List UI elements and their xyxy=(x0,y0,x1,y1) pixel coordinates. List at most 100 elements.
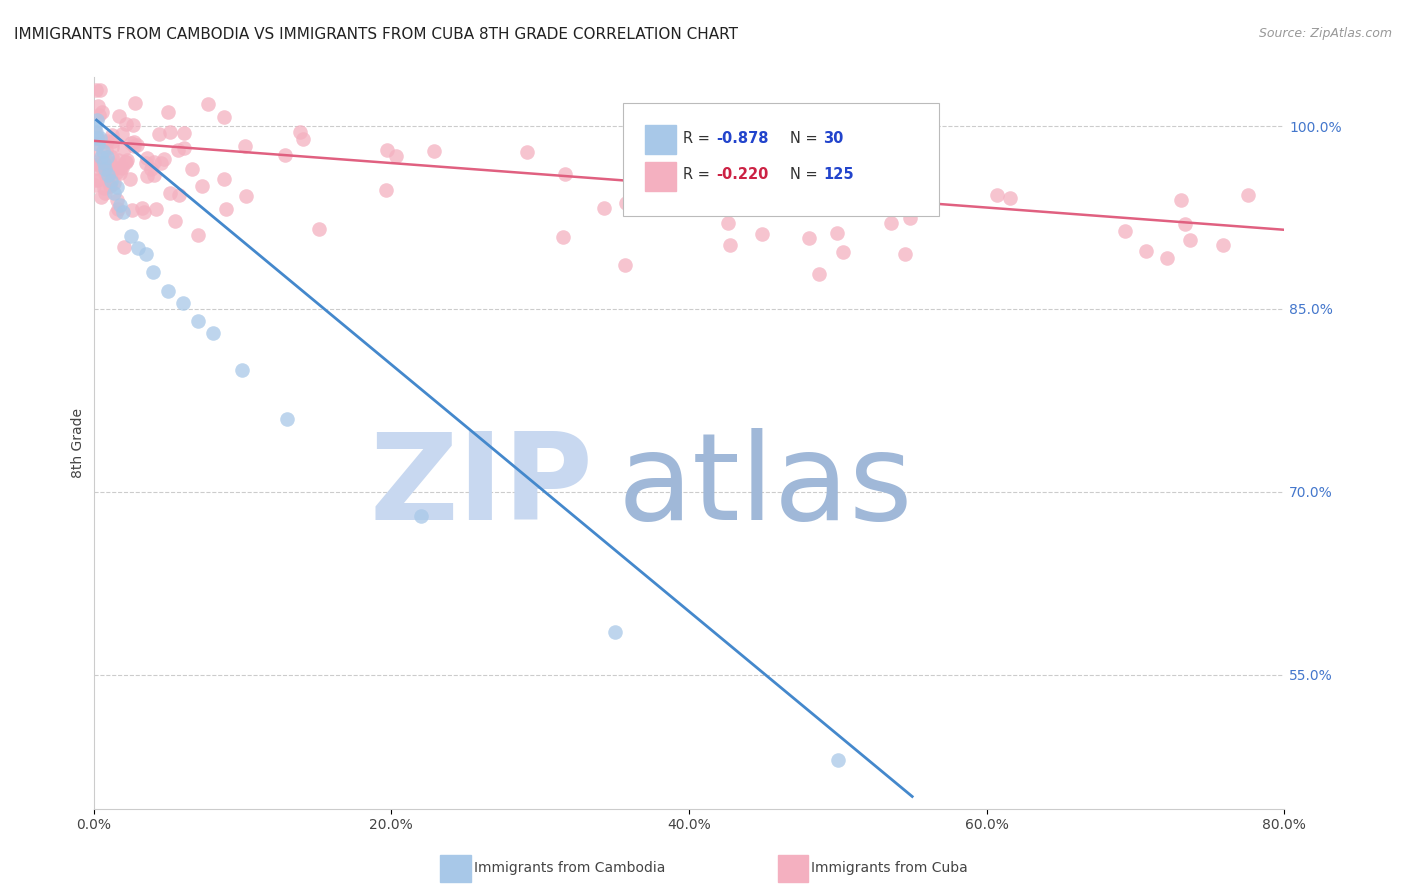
Point xyxy=(96,172,118,186)
Point xyxy=(551,230,574,244)
Point xyxy=(613,258,636,272)
Point xyxy=(98,178,121,193)
Text: -0.878: -0.878 xyxy=(716,130,769,145)
Point xyxy=(93,180,115,194)
Point xyxy=(718,238,741,252)
Point xyxy=(797,231,820,245)
Point xyxy=(385,149,408,163)
Point xyxy=(231,363,253,377)
Point xyxy=(90,104,112,119)
Point xyxy=(375,183,398,197)
Point xyxy=(100,174,122,188)
Point xyxy=(614,195,637,210)
Point xyxy=(114,117,136,131)
Point xyxy=(93,155,115,169)
Text: Immigrants from Cambodia: Immigrants from Cambodia xyxy=(474,861,665,875)
Point xyxy=(112,142,135,156)
Point xyxy=(84,125,107,139)
Point xyxy=(94,161,117,176)
Point xyxy=(274,148,297,162)
Point xyxy=(145,202,167,216)
Point xyxy=(97,168,120,182)
Point xyxy=(89,160,111,174)
Point xyxy=(127,138,149,153)
Text: 30: 30 xyxy=(824,130,844,145)
Point xyxy=(235,189,257,203)
Point xyxy=(165,214,187,228)
Point xyxy=(751,227,773,241)
Point xyxy=(880,216,903,230)
Point xyxy=(83,143,105,157)
Point xyxy=(105,194,128,208)
Text: Source: ZipAtlas.com: Source: ZipAtlas.com xyxy=(1258,27,1392,40)
Text: R =: R = xyxy=(683,130,714,145)
Point xyxy=(86,113,108,128)
Point xyxy=(86,131,108,145)
Point xyxy=(156,284,179,298)
Point xyxy=(101,140,124,154)
Point xyxy=(821,145,844,160)
Point xyxy=(111,127,134,141)
Point xyxy=(122,118,145,132)
Point xyxy=(409,509,432,524)
Point xyxy=(115,153,138,168)
Point xyxy=(84,119,107,133)
Point xyxy=(150,155,173,169)
Point xyxy=(825,226,848,240)
Point xyxy=(136,151,159,165)
Point xyxy=(87,99,110,113)
Point xyxy=(986,187,1008,202)
Point xyxy=(142,265,165,279)
Text: ZIP: ZIP xyxy=(370,428,593,545)
Point xyxy=(91,134,114,148)
Point xyxy=(121,202,143,217)
Point xyxy=(516,145,538,159)
Point xyxy=(423,144,446,158)
Point xyxy=(94,167,117,181)
Point xyxy=(107,202,129,216)
Point xyxy=(94,143,117,157)
FancyBboxPatch shape xyxy=(623,103,939,217)
Point xyxy=(780,198,803,212)
Text: atlas: atlas xyxy=(617,428,912,545)
Point xyxy=(105,180,128,194)
FancyBboxPatch shape xyxy=(645,125,676,154)
Point xyxy=(197,96,219,111)
Point xyxy=(83,178,105,192)
Point xyxy=(98,156,121,170)
Text: 125: 125 xyxy=(824,167,853,182)
FancyBboxPatch shape xyxy=(645,161,676,191)
Point xyxy=(87,157,110,171)
Point xyxy=(1170,194,1192,208)
Point xyxy=(112,204,135,219)
Point xyxy=(105,206,128,220)
Point xyxy=(291,131,314,145)
Point xyxy=(1174,218,1197,232)
Point xyxy=(212,172,235,186)
Point xyxy=(554,167,576,181)
Point xyxy=(114,155,136,169)
Point xyxy=(308,221,330,235)
Point xyxy=(84,155,107,169)
Point xyxy=(135,247,157,261)
Point xyxy=(115,155,138,169)
Point xyxy=(215,202,238,217)
Point xyxy=(101,150,124,164)
Point xyxy=(87,108,110,122)
Point xyxy=(112,240,135,254)
Point xyxy=(593,201,616,215)
Text: IMMIGRANTS FROM CAMBODIA VS IMMIGRANTS FROM CUBA 8TH GRADE CORRELATION CHART: IMMIGRANTS FROM CAMBODIA VS IMMIGRANTS F… xyxy=(14,27,738,42)
Point xyxy=(159,186,181,200)
Point xyxy=(110,198,132,212)
Point xyxy=(118,172,141,186)
Y-axis label: 8th Grade: 8th Grade xyxy=(72,408,86,478)
Point xyxy=(181,161,204,176)
Point xyxy=(159,125,181,139)
Point xyxy=(1135,244,1157,259)
Point xyxy=(97,163,120,178)
Point xyxy=(233,139,256,153)
Point xyxy=(90,154,112,169)
Point xyxy=(84,82,107,96)
Point xyxy=(1114,224,1136,238)
Point xyxy=(817,152,839,166)
